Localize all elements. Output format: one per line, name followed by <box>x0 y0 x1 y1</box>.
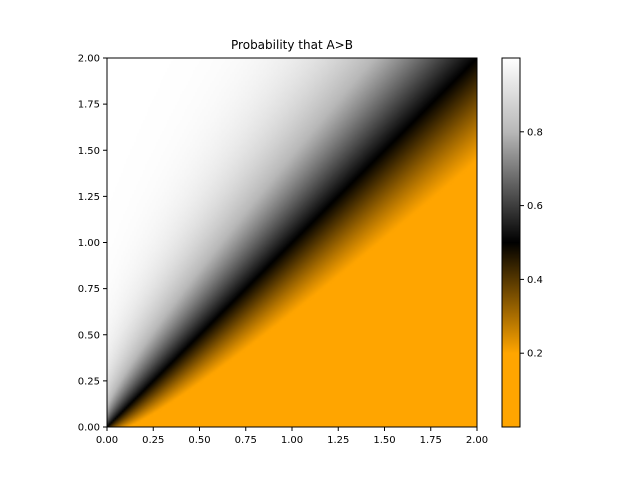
y-tick-label: 0.25 <box>78 376 100 387</box>
y-tick-label: 1.00 <box>78 238 100 249</box>
colorbar-ticks: 0.2 0.4 0.6 0.8 <box>520 127 543 360</box>
colorbar-tick-label: 0.2 <box>527 349 543 360</box>
heatmap-image <box>107 58 477 427</box>
colorbar: 0.2 0.4 0.6 0.8 <box>501 57 543 428</box>
colorbar-tick-label: 0.8 <box>527 127 543 138</box>
plot-area <box>106 57 478 428</box>
y-tick-label: 0.75 <box>78 284 100 295</box>
y-tick-label: 0.50 <box>78 330 100 341</box>
x-tick-label: 0.00 <box>96 435 118 446</box>
chart-title: Probability that A>B <box>231 38 353 52</box>
colorbar-tick-label: 0.4 <box>527 275 543 286</box>
y-tick-label: 1.75 <box>78 100 100 111</box>
y-axis: 0.00 0.25 0.50 0.75 1.00 1.25 1.50 1.75 2.00 <box>78 54 107 434</box>
y-tick-label: 0.00 <box>78 423 100 434</box>
x-axis: 0.00 0.25 0.50 0.75 1.00 1.25 1.50 1.75 2.00 <box>96 427 488 446</box>
x-tick-label: 1.75 <box>420 435 442 446</box>
y-tick-label: 2.00 <box>78 54 100 65</box>
x-tick-label: 0.75 <box>235 435 257 446</box>
x-tick-label: 1.50 <box>373 435 395 446</box>
x-tick-label: 1.25 <box>327 435 349 446</box>
x-tick-label: 0.25 <box>142 435 164 446</box>
x-tick-label: 0.50 <box>188 435 210 446</box>
x-tick-label: 1.00 <box>281 435 303 446</box>
colorbar-gradient <box>502 58 520 427</box>
y-tick-label: 1.25 <box>78 192 100 203</box>
colorbar-frame <box>501 57 521 428</box>
x-tick-label: 2.00 <box>466 435 488 446</box>
colorbar-tick-label: 0.6 <box>527 201 543 212</box>
y-tick-label: 1.50 <box>78 146 100 157</box>
